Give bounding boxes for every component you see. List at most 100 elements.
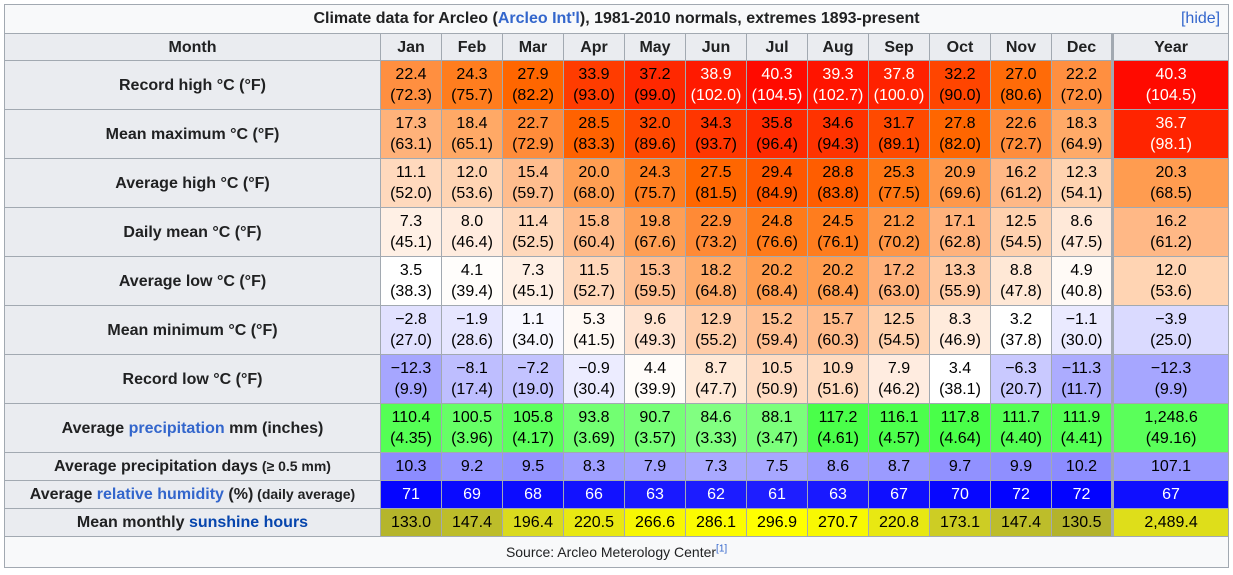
- cell-value-fahrenheit: (55.9): [939, 283, 981, 300]
- data-cell: 10.5 (50.9): [746, 354, 808, 404]
- data-cell: 15.3 (59.5): [624, 256, 686, 306]
- table-row: Average low °C (°F) 3.5 (38.3) 4.1 (39.4) 7.3…: [4, 256, 1230, 306]
- cell-value-celsius: 20.2: [822, 262, 854, 279]
- data-cell: 100.5 (3.96): [441, 403, 503, 453]
- cell-value-celsius: 116.1: [879, 409, 919, 426]
- cell-value-celsius: 111.7: [1002, 409, 1040, 426]
- data-cell: 61: [746, 480, 808, 509]
- cell-value-fahrenheit: (38.3): [390, 283, 432, 300]
- cell-value-celsius: 15.2: [761, 311, 793, 328]
- cell-value-fahrenheit: (83.8): [817, 185, 859, 202]
- cell-value-celsius: 4.1: [460, 262, 484, 279]
- data-cell: 173.1: [929, 508, 991, 537]
- cell-value-celsius: 84.6: [700, 409, 732, 426]
- cell-value-fahrenheit: (46.9): [939, 332, 981, 349]
- row-label-text: (%): [223, 486, 254, 503]
- data-cell: 17.3 (63.1): [380, 109, 442, 159]
- cell-value-fahrenheit: (75.7): [451, 87, 493, 104]
- cell-value-fahrenheit: (60.3): [817, 332, 859, 349]
- cell-value-fahrenheit: (68.4): [756, 283, 798, 300]
- data-cell: 22.6 (72.7): [990, 109, 1052, 159]
- data-cell: 5.3 (41.5): [563, 305, 625, 355]
- data-cell: 16.2 (61.2): [990, 158, 1052, 208]
- cell-value-celsius: 27.9: [517, 66, 549, 83]
- cell-value-celsius: 15.4: [517, 164, 549, 181]
- cell-value-celsius: −0.9: [578, 360, 610, 377]
- cell-value-celsius: 22.2: [1065, 66, 1098, 83]
- cell-value-celsius: 22.4: [395, 66, 427, 83]
- cell-value-fahrenheit: (20.7): [1000, 381, 1042, 398]
- cell-value-celsius: 110.4: [391, 409, 431, 426]
- data-cell: 28.8 (83.8): [807, 158, 869, 208]
- cell-value-fahrenheit: (104.5): [1145, 87, 1197, 104]
- row-label-qualifier: (daily average): [253, 486, 356, 502]
- cell-value-celsius: 27.0: [1005, 66, 1037, 83]
- table-row: Mean monthly sunshine hours 133.0 147.4 196…: [4, 508, 1230, 537]
- data-cell: 12.5 (54.5): [990, 207, 1052, 257]
- data-cell: 7.3: [685, 452, 747, 481]
- row-label-link[interactable]: sunshine hours: [188, 514, 309, 531]
- cell-value-fahrenheit: (98.1): [1150, 136, 1192, 153]
- cell-value-celsius: 19.8: [639, 213, 671, 230]
- cell-value-celsius: 111.9: [1062, 409, 1101, 426]
- reference-link[interactable]: [1]: [716, 542, 728, 554]
- cell-value-celsius: 11.4: [518, 213, 548, 230]
- data-cell: 22.9 (73.2): [685, 207, 747, 257]
- cell-value-fahrenheit: (59.5): [634, 283, 676, 300]
- row-header: Average low °C (°F): [4, 256, 381, 306]
- table-row: Record high °C (°F) 22.4 (72.3) 24.3 (75.7) 2…: [4, 60, 1230, 110]
- cell-value-celsius: 27.8: [944, 115, 976, 132]
- cell-value-fahrenheit: (52.7): [573, 283, 615, 300]
- cell-value-celsius: 117.2: [818, 409, 858, 426]
- data-cell: −8.1 (17.4): [441, 354, 503, 404]
- data-cell: 11.1 (52.0): [380, 158, 442, 208]
- cell-value-fahrenheit: (72.0): [1060, 87, 1103, 104]
- row-label-text: Record low °C (°F): [122, 370, 263, 388]
- cell-value-fahrenheit: (55.2): [695, 332, 737, 349]
- data-cell: 24.3 (75.7): [441, 60, 503, 110]
- cell-value-celsius: 7.3: [399, 213, 423, 230]
- month-header-oct: Oct: [929, 33, 991, 61]
- cell-value-celsius: 8.3: [948, 311, 972, 328]
- row-label-link[interactable]: relative humidity: [96, 486, 224, 503]
- row-label-text: Average: [29, 486, 97, 503]
- data-cell: −12.3 (9.9): [1110, 354, 1230, 404]
- cell-value-celsius: 4.9: [1070, 262, 1093, 279]
- data-cell: 20.3 (68.5): [1110, 158, 1230, 208]
- row-label-link[interactable]: precipitation: [128, 419, 225, 437]
- cell-value-celsius: 24.3: [456, 66, 488, 83]
- cell-value-fahrenheit: (37.8): [1000, 332, 1042, 349]
- cell-value-celsius: 12.3: [1065, 164, 1098, 181]
- month-header-jul: Jul: [746, 33, 808, 61]
- cell-value-celsius: 17.1: [944, 213, 976, 230]
- row-label-text: Mean monthly: [76, 514, 189, 531]
- data-cell: 18.2 (64.8): [685, 256, 747, 306]
- cell-value-fahrenheit: (64.8): [695, 283, 737, 300]
- row-label-text: Mean minimum °C (°F): [107, 321, 278, 339]
- cell-value-fahrenheit: (64.9): [1060, 136, 1103, 153]
- cell-value-celsius: 12.5: [1005, 213, 1037, 230]
- cell-value-fahrenheit: (93.0): [573, 87, 615, 104]
- data-cell: 133.0: [380, 508, 442, 537]
- hide-toggle-link[interactable]: [hide]: [1180, 10, 1221, 27]
- cell-value-celsius: 15.3: [639, 262, 671, 279]
- data-cell: 8.0 (46.4): [441, 207, 503, 257]
- station-link[interactable]: Arcleo Int'l: [497, 10, 580, 27]
- cell-value-fahrenheit: (65.1): [451, 136, 493, 153]
- cell-value-celsius: 37.8: [883, 66, 915, 83]
- cell-value-fahrenheit: (52.0): [390, 185, 432, 202]
- cell-value-celsius: 22.7: [517, 115, 549, 132]
- cell-value-celsius: 17.3: [395, 115, 427, 132]
- data-cell: 19.8 (67.6): [624, 207, 686, 257]
- cell-value-fahrenheit: (83.3): [573, 136, 615, 153]
- data-cell: −1.1 (30.0): [1051, 305, 1113, 355]
- cell-value-celsius: 3.2: [1009, 311, 1033, 328]
- cell-value-fahrenheit: (77.5): [878, 185, 920, 202]
- row-header: Average precipitation days (≥ 0.5 mm): [4, 452, 381, 481]
- cell-value-celsius: 13.3: [944, 262, 976, 279]
- row-header: Daily mean °C (°F): [4, 207, 381, 257]
- cell-value-celsius: 5.3: [582, 311, 606, 328]
- data-cell: 15.8 (60.4): [563, 207, 625, 257]
- cell-value-fahrenheit: (4.64): [939, 430, 981, 447]
- data-cell: 10.9 (51.6): [807, 354, 869, 404]
